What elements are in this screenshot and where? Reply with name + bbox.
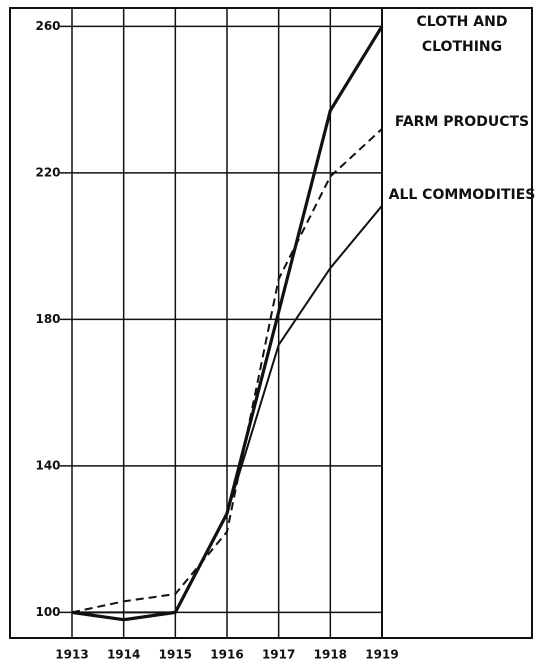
series-line <box>72 205 383 614</box>
x-tick-label: 1917 <box>262 648 295 662</box>
y-tick-label: 260 <box>35 19 60 33</box>
x-tick-label: 1916 <box>210 648 243 662</box>
legend-label: CLOTH AND CLOTHING <box>416 14 508 55</box>
x-tick-label: 1915 <box>159 648 192 662</box>
x-tick-label: 1919 <box>365 648 398 662</box>
y-tick-label: 180 <box>35 312 60 326</box>
legend-label: FARM PRODUCTS <box>394 114 530 130</box>
legend-label: ALL COMMODITIES <box>388 187 536 203</box>
x-tick-label: 1918 <box>314 648 347 662</box>
series-line <box>71 128 383 614</box>
x-tick-label: 1914 <box>107 648 140 662</box>
y-tick-label: 140 <box>35 458 60 472</box>
x-tick-label: 1913 <box>55 648 88 662</box>
y-tick-label: 220 <box>35 165 60 179</box>
frame <box>9 7 533 639</box>
y-tick-label: 100 <box>35 605 60 619</box>
